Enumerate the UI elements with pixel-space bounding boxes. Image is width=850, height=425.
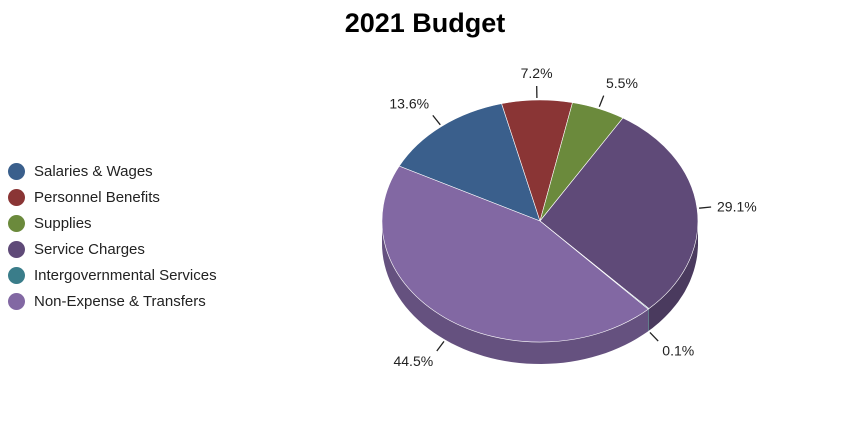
leader-line-service-charges bbox=[699, 206, 712, 209]
legend-swatch-salaries-wages bbox=[8, 162, 25, 180]
pie-side-non-expense-transfers bbox=[382, 220, 649, 364]
legend-swatch-service-charges bbox=[8, 240, 25, 258]
pie-slice-salaries-wages[interactable] bbox=[398, 103, 541, 222]
legend-swatch-personnel-benefits bbox=[8, 188, 25, 206]
leader-line-non-expense-transfers bbox=[436, 341, 445, 352]
data-label-non-expense-transfers: 44.5% bbox=[393, 353, 433, 369]
data-label-personnel-benefits: 7.2% bbox=[521, 65, 553, 81]
chart-legend: Salaries & Wages Personnel Benefits Supp… bbox=[8, 158, 217, 314]
legend-label: Intergovernmental Services bbox=[34, 266, 217, 284]
legend-item-intergovernmental-services[interactable]: Intergovernmental Services bbox=[8, 262, 217, 288]
pie-slice-service-charges[interactable] bbox=[539, 117, 699, 309]
leader-line-intergovernmental-services bbox=[649, 331, 659, 342]
pie-side-intergovernmental-services bbox=[648, 308, 649, 332]
legend-item-salaries-wages[interactable]: Salaries & Wages bbox=[8, 158, 217, 184]
chart-title: 2021 Budget bbox=[344, 8, 506, 38]
legend-label: Salaries & Wages bbox=[34, 162, 153, 180]
legend-item-personnel-benefits[interactable]: Personnel Benefits bbox=[8, 184, 217, 210]
leader-line-supplies bbox=[598, 95, 605, 108]
legend-swatch-supplies bbox=[8, 214, 25, 232]
legend-item-non-expense-transfers[interactable]: Non-Expense & Transfers bbox=[8, 288, 217, 314]
legend-item-service-charges[interactable]: Service Charges bbox=[8, 236, 217, 262]
legend-item-supplies[interactable]: Supplies bbox=[8, 210, 217, 236]
pie-side-service-charges bbox=[648, 219, 698, 331]
data-label-salaries-wages: 13.6% bbox=[389, 96, 429, 112]
legend-swatch-non-expense-transfers bbox=[8, 292, 25, 310]
data-label-service-charges: 29.1% bbox=[717, 198, 757, 214]
legend-label: Personnel Benefits bbox=[34, 188, 160, 206]
legend-swatch-intergovernmental-services bbox=[8, 266, 25, 284]
data-label-intergovernmental-services: 0.1% bbox=[662, 342, 694, 358]
legend-label: Service Charges bbox=[34, 240, 145, 258]
data-label-supplies: 5.5% bbox=[606, 75, 638, 91]
pie-slice-non-expense-transfers[interactable] bbox=[381, 165, 649, 343]
leader-line-salaries-wages bbox=[432, 114, 441, 126]
legend-label: Non-Expense & Transfers bbox=[34, 292, 206, 310]
legend-label: Supplies bbox=[34, 214, 92, 232]
